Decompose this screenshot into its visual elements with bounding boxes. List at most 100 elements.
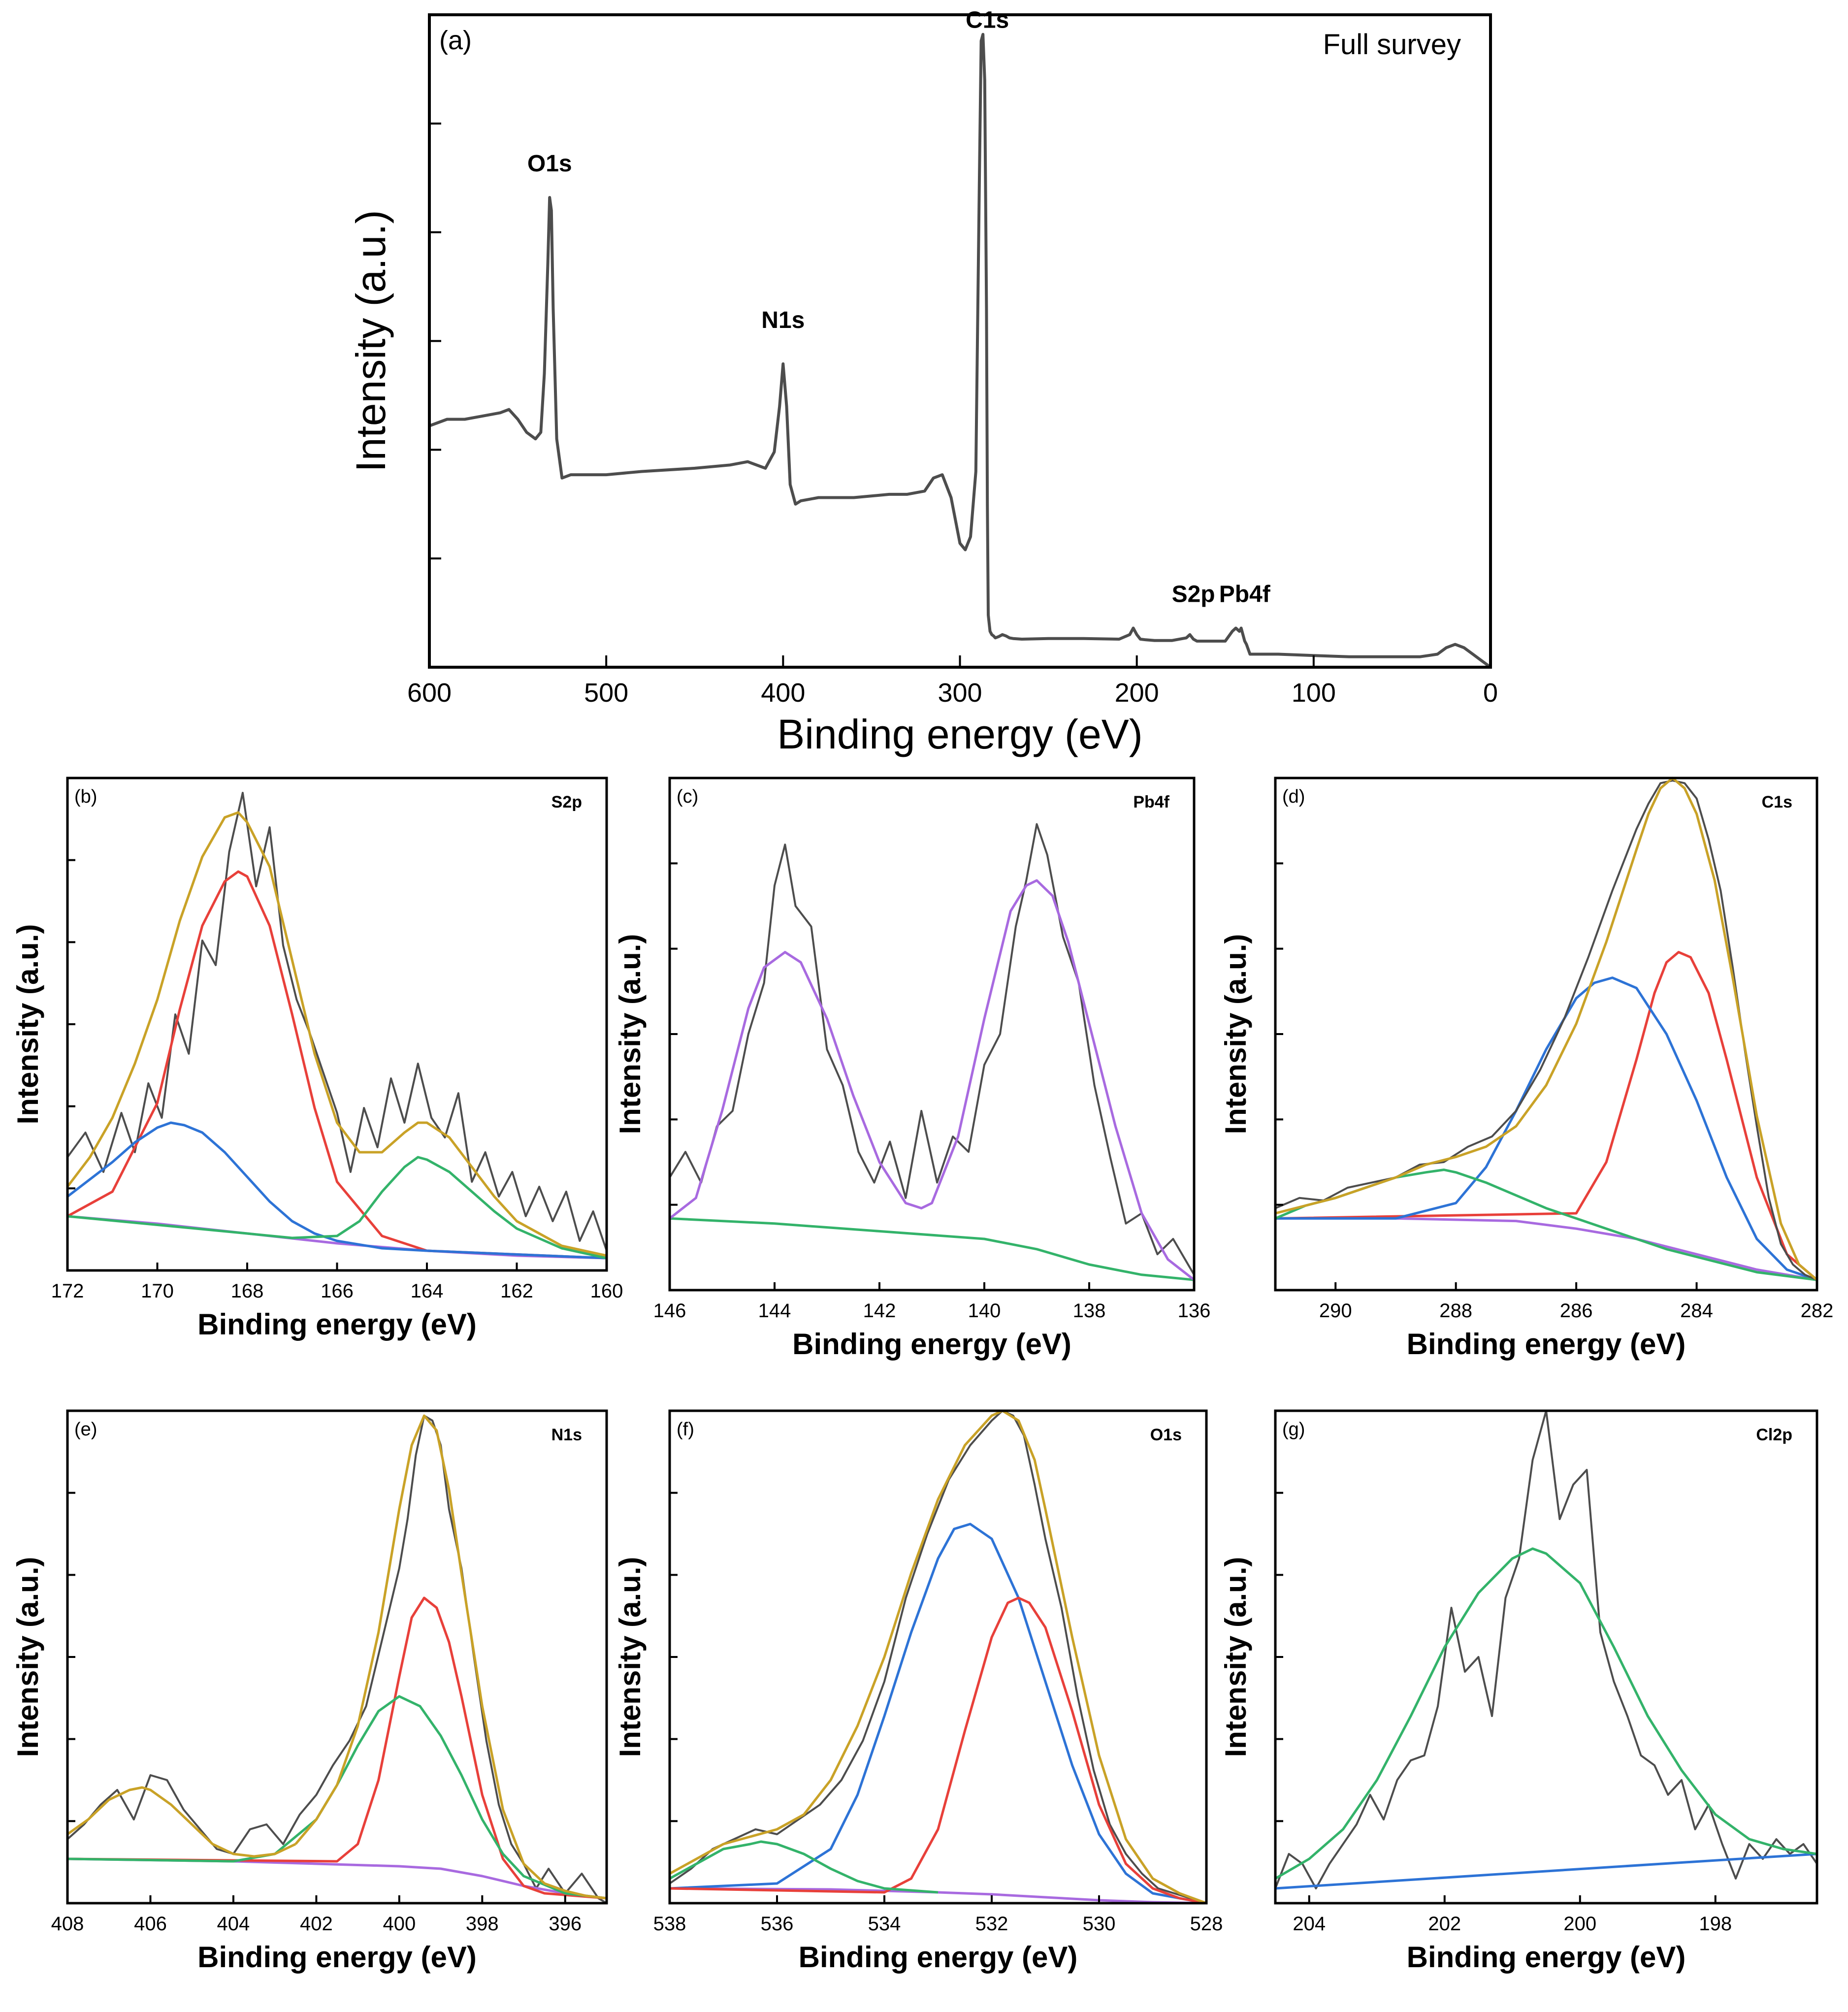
panel-g: 204 202 200 198 Binding energy (eV) Intensity… bbox=[1219, 1409, 1818, 1974]
x-tick-label: 170 bbox=[141, 1280, 174, 1302]
series-line-e-3 bbox=[67, 1695, 607, 1900]
panel-title: O1s bbox=[1150, 1426, 1182, 1444]
x-axis-label: Binding energy (eV) bbox=[1407, 1328, 1686, 1361]
x-tick-label: 396 bbox=[549, 1913, 582, 1935]
series-line-e-1 bbox=[67, 1857, 607, 1900]
x-tick-label: 286 bbox=[1560, 1300, 1593, 1322]
x-tick-label: 534 bbox=[868, 1913, 901, 1935]
panel-a: 600 500 400 300 200 100 0 Binding energy (eV) In… bbox=[348, 7, 1498, 758]
x-axis-label: Binding energy (eV) bbox=[792, 1328, 1071, 1361]
series-line-b-0 bbox=[66, 792, 608, 1251]
x-tick-label: 144 bbox=[758, 1300, 791, 1322]
x-tick-label: 138 bbox=[1073, 1300, 1106, 1322]
series-line-d-2 bbox=[1275, 976, 1817, 1281]
x-tick-label: 204 bbox=[1293, 1913, 1326, 1935]
panel-label: (g) bbox=[1282, 1419, 1305, 1440]
plot-frame bbox=[428, 13, 1492, 669]
x-tick-label: 408 bbox=[51, 1913, 84, 1935]
series-line-e-2 bbox=[67, 1596, 607, 1900]
peak-annotation: Pb4f bbox=[1219, 582, 1271, 608]
series-line-e-4 bbox=[66, 1786, 296, 1858]
panel-title: Cl2p bbox=[1756, 1426, 1792, 1444]
panel-title: S2p bbox=[551, 793, 582, 811]
series-line-f-3 bbox=[669, 1596, 1207, 1905]
peak-annotation: S2p bbox=[1172, 582, 1215, 608]
series-line-f-0 bbox=[669, 1410, 1207, 1904]
series-line-f-2 bbox=[669, 1523, 1207, 1905]
y-axis-label: Intensity (a.u.) bbox=[614, 934, 647, 1135]
series-line-f-5 bbox=[669, 1409, 1207, 1905]
x-tick-label: 200 bbox=[1563, 1913, 1596, 1935]
x-tick-label: 168 bbox=[231, 1280, 264, 1302]
x-tick-label: 404 bbox=[217, 1913, 250, 1935]
y-axis-label: Intensity (a.u.) bbox=[11, 924, 44, 1125]
series-line-c-0 bbox=[669, 823, 1195, 1275]
series-line-g-1 bbox=[1275, 1852, 1817, 1890]
panel-title: Pb4f bbox=[1133, 793, 1169, 811]
x-tick-label: 202 bbox=[1428, 1913, 1461, 1935]
peak-annotation: O1s bbox=[527, 151, 572, 177]
panel-label: (b) bbox=[74, 786, 97, 807]
x-tick-label: 500 bbox=[584, 678, 628, 708]
x-axis-label: Binding energy (eV) bbox=[1407, 1941, 1686, 1974]
peak-annotation: N1s bbox=[761, 307, 805, 333]
series-line-b-5 bbox=[66, 811, 607, 1257]
series-line-a-0 bbox=[428, 32, 1491, 669]
panel-title: N1s bbox=[551, 1426, 582, 1444]
x-tick-label: 530 bbox=[1083, 1913, 1116, 1935]
x-tick-label: 600 bbox=[407, 678, 452, 708]
x-tick-label: 400 bbox=[383, 1913, 416, 1935]
y-axis-label: Intensity (a.u.) bbox=[11, 1557, 44, 1757]
panel-label: (f) bbox=[677, 1419, 694, 1440]
series-line-g-0 bbox=[1274, 1410, 1818, 1889]
x-tick-label: 140 bbox=[968, 1300, 1001, 1322]
x-tick-label: 100 bbox=[1292, 678, 1336, 708]
x-tick-label: 146 bbox=[653, 1300, 686, 1322]
series-line-e-5 bbox=[294, 1414, 607, 1900]
x-tick-label: 200 bbox=[1115, 678, 1159, 708]
series-line-f-1 bbox=[669, 1887, 1207, 1905]
x-tick-label: 536 bbox=[761, 1913, 794, 1935]
x-tick-label: 198 bbox=[1699, 1913, 1732, 1935]
panel-label: (e) bbox=[74, 1419, 97, 1440]
x-tick-label: 0 bbox=[1483, 678, 1498, 708]
panel-title: C1s bbox=[1762, 793, 1792, 811]
x-tick-label: 160 bbox=[590, 1280, 623, 1302]
x-tick-label: 300 bbox=[938, 678, 982, 708]
series-line-g-2 bbox=[1274, 1547, 1817, 1880]
x-axis-label: Binding energy (eV) bbox=[197, 1308, 477, 1341]
y-axis-label: Intensity (a.u.) bbox=[1219, 934, 1252, 1135]
series-line-d-0 bbox=[1275, 1217, 1817, 1281]
panel-label: (a) bbox=[439, 26, 472, 55]
y-axis-label: Intensity (a.u.) bbox=[348, 210, 394, 472]
x-tick-label: 136 bbox=[1178, 1300, 1211, 1322]
x-tick-label: 406 bbox=[134, 1913, 167, 1935]
x-tick-label: 400 bbox=[761, 678, 805, 708]
panel-c: 146 144 142 140 138 136 Binding energy (eV) Int… bbox=[614, 777, 1211, 1361]
series-line-d-1 bbox=[1275, 951, 1818, 1281]
panel-d: 290 288 286 284 282 Binding energy (eV) Intens… bbox=[1219, 777, 1834, 1361]
x-tick-label: 398 bbox=[466, 1913, 499, 1935]
x-tick-label: 164 bbox=[411, 1280, 444, 1302]
series-line-e-0 bbox=[66, 1415, 608, 1904]
x-axis-label: Binding energy (eV) bbox=[799, 1941, 1078, 1974]
x-tick-label: 162 bbox=[500, 1280, 533, 1302]
x-tick-label: 538 bbox=[653, 1913, 686, 1935]
panel-e: 408 406 404 402 400 398 396 Binding energy (eV)… bbox=[11, 1409, 608, 1974]
peak-annotation: C1s bbox=[966, 7, 1009, 33]
series-line-c-2 bbox=[669, 879, 1195, 1281]
plot-frame bbox=[66, 1409, 608, 1905]
x-tick-label: 166 bbox=[321, 1280, 354, 1302]
panel-title: Full survey bbox=[1323, 29, 1461, 61]
x-axis-label: Binding energy (eV) bbox=[777, 711, 1142, 757]
x-tick-label: 142 bbox=[863, 1300, 896, 1322]
x-axis-label: Binding energy (eV) bbox=[197, 1941, 477, 1974]
x-tick-label: 282 bbox=[1801, 1300, 1834, 1322]
series-line-f-4 bbox=[669, 1840, 939, 1894]
panel-b: 172 170 168 166 164 162 160 Binding energy (eV)… bbox=[11, 777, 623, 1341]
panel-f: 538 536 534 532 530 528 Binding energy (eV) Int… bbox=[614, 1409, 1223, 1974]
panel-label: (d) bbox=[1282, 786, 1305, 807]
series-line-b-3 bbox=[66, 1121, 607, 1260]
x-tick-label: 288 bbox=[1439, 1300, 1472, 1322]
